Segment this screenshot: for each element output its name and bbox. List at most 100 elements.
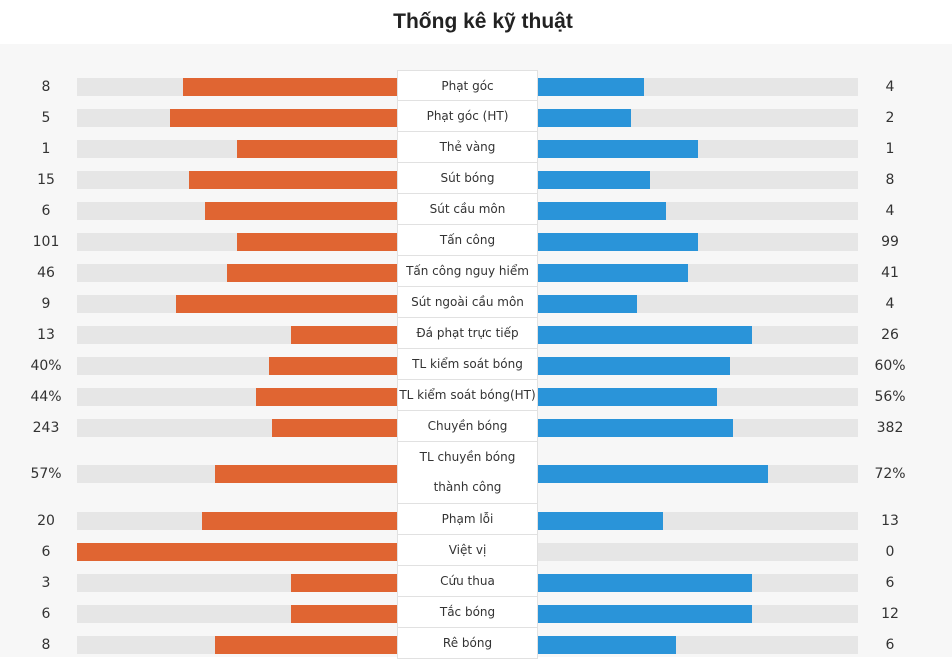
stat-row: 6 4 Sút cầu môn [0, 194, 952, 225]
home-value: 1 [41, 140, 51, 157]
stat-label: Phạt góc [397, 70, 538, 101]
home-bar [170, 108, 397, 127]
home-bar-track [77, 418, 397, 437]
away-value: 4 [885, 295, 895, 312]
away-bar-track [538, 170, 858, 189]
away-bar-track [538, 511, 858, 530]
away-bar-track [538, 635, 858, 654]
stat-label: Phạm lỗi [397, 504, 538, 535]
away-value: 2 [885, 109, 895, 126]
away-bar-track [538, 325, 858, 344]
away-bar [538, 201, 666, 220]
stat-row: 101 99 Tấn công [0, 225, 952, 256]
away-bar [538, 465, 768, 483]
away-bar-track [538, 542, 858, 561]
away-bar-track [538, 201, 858, 220]
home-bar-track [77, 170, 397, 189]
home-value: 46 [37, 264, 55, 281]
stat-row: 243 382 Chuyền bóng [0, 411, 952, 442]
home-bar-track [77, 465, 397, 483]
away-value: 4 [885, 78, 895, 95]
stat-label: Việt vị [397, 535, 538, 566]
home-bar [189, 170, 397, 189]
stat-label: Sút bóng [397, 163, 538, 194]
home-bar-track [77, 77, 397, 96]
away-bar [538, 325, 752, 344]
away-bar [538, 356, 730, 375]
home-bar [205, 201, 397, 220]
home-bar-track [77, 356, 397, 375]
away-bar-track [538, 139, 858, 158]
away-value: 60% [874, 357, 906, 374]
home-value: 243 [32, 419, 60, 436]
away-bar-track [538, 387, 858, 406]
home-value: 15 [37, 171, 55, 188]
away-value: 1 [885, 140, 895, 157]
home-bar [227, 263, 397, 282]
home-value: 40% [30, 357, 62, 374]
stat-row: 5 2 Phạt góc (HT) [0, 101, 952, 132]
away-bar-track [538, 294, 858, 313]
stat-row: 20 13 Phạm lỗi [0, 504, 952, 535]
away-bar-track [538, 418, 858, 437]
away-value: 41 [881, 264, 899, 281]
stat-label: Tấn công [397, 225, 538, 256]
home-value: 13 [37, 326, 55, 343]
stat-row: 44% 56% TL kiểm soát bóng(HT) [0, 380, 952, 411]
away-value: 382 [876, 419, 904, 436]
stat-label: TL kiểm soát bóng [397, 349, 538, 380]
home-value: 101 [32, 233, 60, 250]
home-bar [291, 573, 397, 592]
away-bar [538, 263, 688, 282]
home-value: 5 [41, 109, 51, 126]
stat-row: 15 8 Sút bóng [0, 163, 952, 194]
page-title: Thống kê kỹ thuật [393, 10, 573, 33]
home-bar-track [77, 604, 397, 623]
away-bar [538, 418, 733, 437]
away-bar [538, 573, 752, 592]
away-bar [538, 387, 717, 406]
away-bar-track [538, 465, 858, 483]
home-value: 6 [41, 202, 51, 219]
away-value: 0 [885, 543, 895, 560]
stat-row: 8 4 Phạt góc [0, 70, 952, 101]
home-value: 57% [30, 466, 62, 482]
away-bar [538, 232, 698, 251]
home-bar [202, 511, 397, 530]
stats-panel: 8 4 Phạt góc 5 2 Phạt góc (HT) 1 1 Thẻ vàng 15 8 Sú… [0, 44, 952, 659]
home-value: 3 [41, 574, 51, 591]
home-bar-track [77, 573, 397, 592]
home-value: 44% [30, 388, 62, 405]
home-bar [291, 325, 397, 344]
stat-label: TL kiểm soát bóng(HT) [397, 380, 538, 411]
stat-row: 3 6 Cứu thua [0, 566, 952, 597]
home-bar-track [77, 542, 397, 561]
away-value: 4 [885, 202, 895, 219]
home-bar-track [77, 263, 397, 282]
away-bar-track [538, 604, 858, 623]
away-bar [538, 170, 650, 189]
stat-label: Sút ngoài cầu môn [397, 287, 538, 318]
stat-label: Tắc bóng [397, 597, 538, 628]
stat-row: 9 4 Sút ngoài cầu môn [0, 287, 952, 318]
home-bar [237, 232, 397, 251]
home-bar [215, 635, 397, 654]
home-bar-track [77, 139, 397, 158]
home-bar-track [77, 325, 397, 344]
away-value: 56% [874, 388, 906, 405]
away-bar-track [538, 573, 858, 592]
home-bar-track [77, 232, 397, 251]
away-value: 8 [885, 171, 895, 188]
home-value: 20 [37, 512, 55, 529]
away-bar-track [538, 263, 858, 282]
away-bar-track [538, 232, 858, 251]
stat-label: Sút cầu môn [397, 194, 538, 225]
home-value: 6 [41, 605, 51, 622]
stat-label: Chuyền bóng [397, 411, 538, 442]
away-bar [538, 604, 752, 623]
away-value: 13 [881, 512, 899, 529]
stat-row: 1 1 Thẻ vàng [0, 132, 952, 163]
away-bar [538, 139, 698, 158]
away-bar [538, 511, 663, 530]
stat-label: Rê bóng [397, 628, 538, 659]
